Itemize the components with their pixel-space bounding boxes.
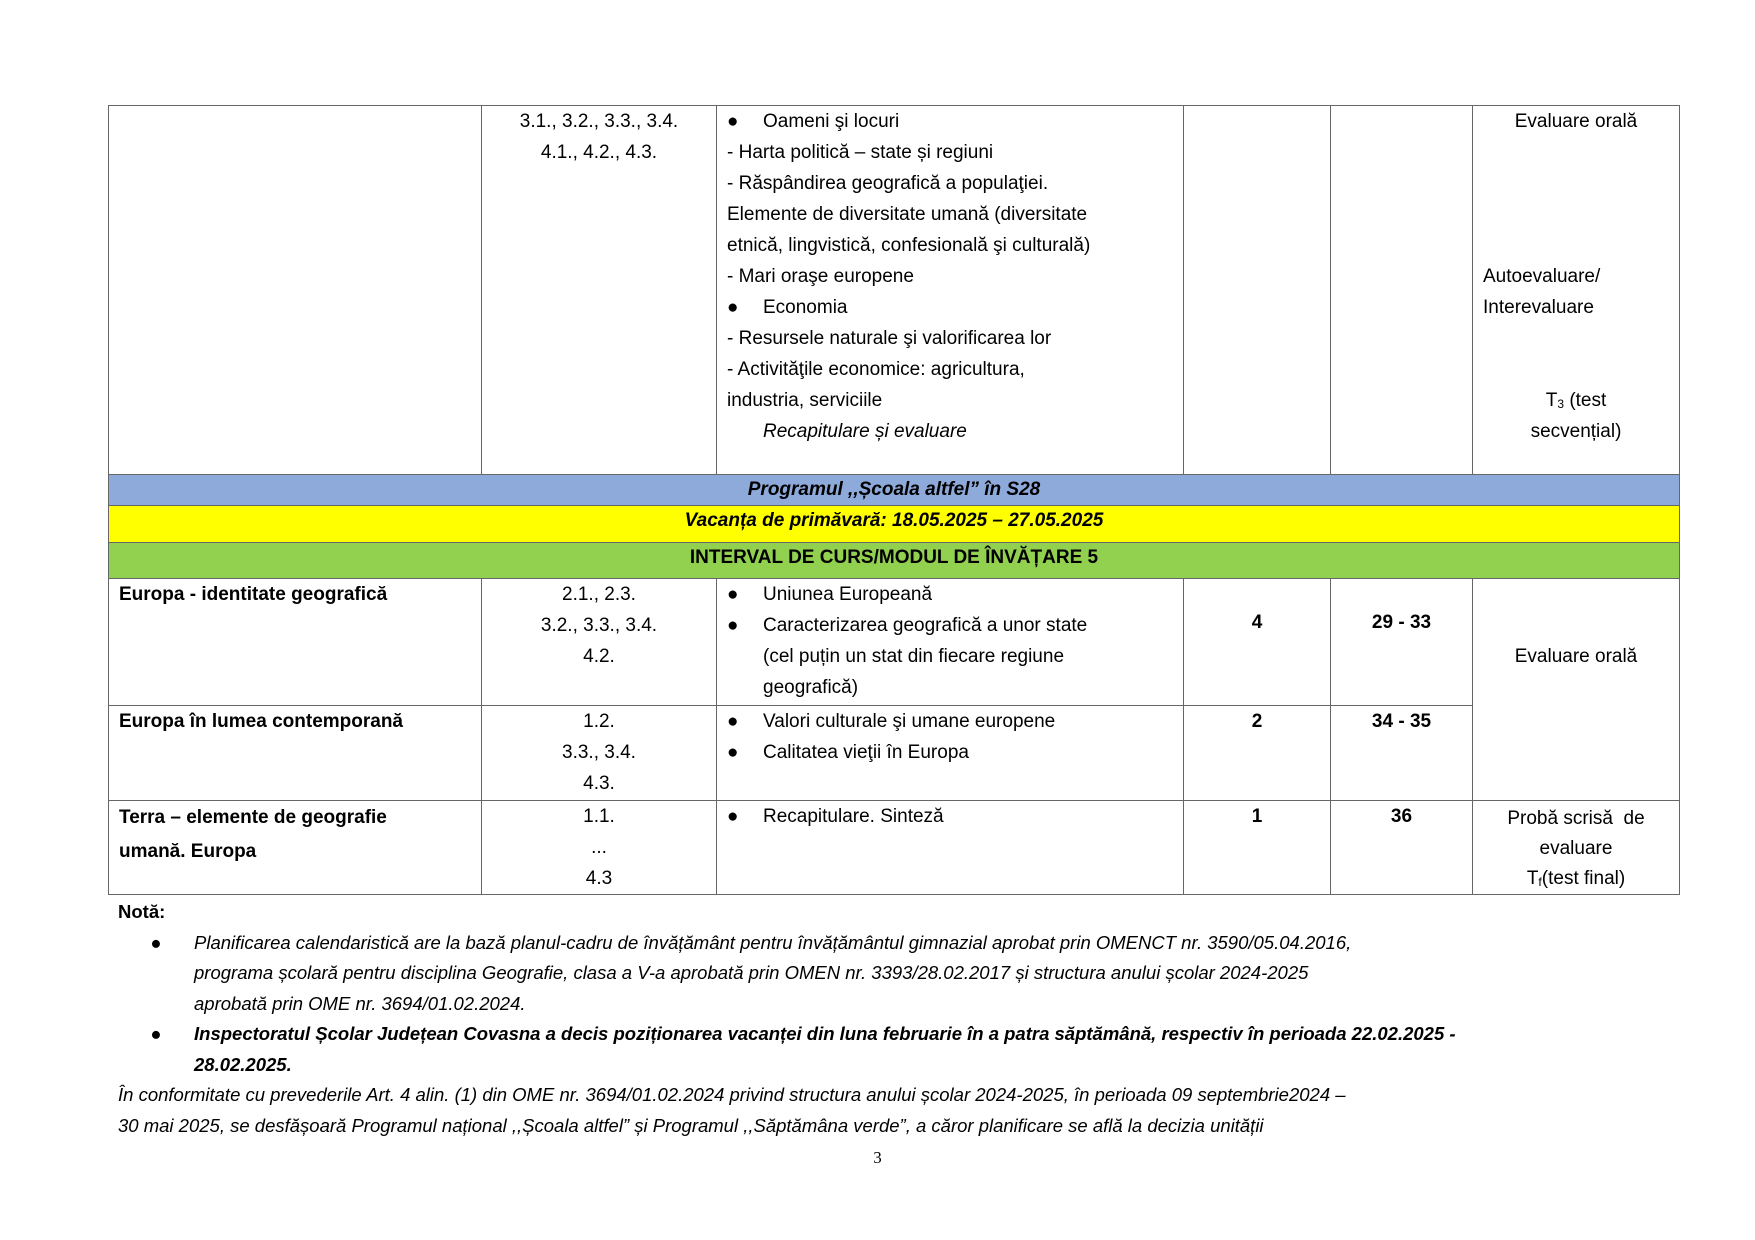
band-text: INTERVAL DE CURS/MODUL DE ÎNVĂȚARE 5 — [108, 542, 1680, 579]
unit-cell — [108, 105, 482, 475]
eval-test: T3 (test — [1483, 385, 1669, 416]
note-item: ● Planificarea calendaristică are la baz… — [118, 928, 1658, 1020]
test-label: (test final) — [1541, 868, 1626, 889]
planning-table: 3.1., 3.2., 3.3., 3.4. 4.1., 4.2., 4.3. … — [108, 105, 1680, 895]
note-paragraph-line: 30 mai 2025, se desfășoară Programul naț… — [118, 1114, 1264, 1136]
unit-line: umană. Europa — [119, 841, 257, 862]
weeks-cell: 34 - 35 — [1330, 705, 1473, 801]
evaluation-cell: Probă scrisă de evaluare Tf(test final) — [1472, 800, 1680, 895]
test-subscript: f — [1538, 875, 1542, 889]
competences-cell: 1.2. 3.3., 3.4. 4.3. — [481, 705, 717, 801]
test-subscript: 3 — [1557, 397, 1565, 411]
item-text: Uniunea Europeană — [763, 584, 933, 605]
competence-line: ... — [591, 837, 607, 858]
unit-cell: Europa în lumea contemporană — [108, 705, 482, 801]
table-row: Europa - identitate geografică 2.1., 2.3… — [108, 578, 1680, 801]
content-line: - Mari oraşe europene — [727, 266, 914, 287]
content-line: Elemente de diversitate umană (diversita… — [727, 204, 1088, 225]
list-item: ● Oameni şi locuri — [727, 107, 1173, 138]
content-line: industria, serviciile — [727, 390, 883, 411]
hours-cell: 4 — [1183, 578, 1331, 706]
note-line: aprobată prin OME nr. 3694/01.02.2024. — [194, 992, 526, 1014]
list-item: ● Uniunea Europeană — [727, 580, 1173, 611]
item-text: Caracterizarea geografică a unor state — [763, 615, 1088, 636]
item-text: geografică) — [763, 677, 859, 698]
eval-line: Tf(test final) — [1483, 864, 1669, 894]
item-text: Valori culturale şi umane europene — [763, 711, 1056, 732]
competence-line: 4.1., 4.2., 4.3. — [540, 142, 658, 163]
list-item: ● Calitatea vieţii în Europa — [727, 737, 1173, 768]
hours-cell — [1183, 105, 1331, 475]
competence-line: 1.2. — [583, 711, 615, 732]
test-symbol: T — [1545, 390, 1558, 411]
band-text: Vacanța de primăvară: 18.05.2025 – 27.05… — [108, 505, 1680, 543]
item-text: Economia — [763, 297, 848, 318]
eval-line: Probă scrisă de — [1507, 808, 1645, 829]
content-line: - Resursele naturale şi valorificarea lo… — [727, 328, 1052, 349]
note-line: Planificarea calendaristică are la bază … — [194, 931, 1352, 953]
weeks-cell: 29 - 33 — [1330, 578, 1473, 706]
competence-line: 3.2., 3.3., 3.4. — [540, 615, 658, 636]
table-row: Europa în lumea contemporană 1.2. 3.3., … — [108, 705, 1680, 801]
test-label: (test — [1569, 390, 1607, 411]
module-5-band: INTERVAL DE CURS/MODUL DE ÎNVĂȚARE 5 — [108, 542, 1680, 579]
item-text: (cel puțin un stat din fiecare regiune — [763, 646, 1065, 667]
content-line: - Harta politică – state și regiuni — [727, 142, 994, 163]
eval-line: evaluare — [1539, 838, 1613, 859]
unit-cell: Europa - identitate geografică — [108, 578, 482, 706]
eval-self: Autoevaluare/ — [1483, 266, 1601, 287]
unit-cell: Terra – elemente de geografie umană. Eur… — [108, 800, 482, 895]
content-line: Recapitulare și evaluare — [763, 421, 967, 442]
table-row: Terra – elemente de geografie umană. Eur… — [108, 800, 1680, 895]
content-line: - Răspândirea geografică a populaţiei. — [727, 173, 1049, 194]
competences-cell: 2.1., 2.3. 3.2., 3.3., 3.4. 4.2. — [481, 578, 717, 706]
content-line: - Activităţile economice: agricultura, — [727, 359, 1025, 380]
competence-line: 4.2. — [583, 646, 615, 667]
hours-cell: 1 — [1183, 800, 1331, 895]
competence-line: 2.1., 2.3. — [562, 584, 636, 605]
evaluation-cell: Evaluare orală Autoevaluare/ Interevalua… — [1472, 105, 1680, 475]
list-item: ● Caracterizarea geografică a unor state — [727, 610, 1173, 641]
note-line: 28.02.2025. — [194, 1053, 292, 1075]
weeks-cell: 36 — [1330, 800, 1473, 895]
list-item: ● Valori culturale şi umane europene — [727, 707, 1173, 738]
content-cell: ● Recapitulare. Sinteză — [716, 800, 1184, 895]
note-item: ● Inspectoratul Școlar Județean Covasna … — [118, 1019, 1658, 1080]
band-text: Programul ,,Școala altfel” în S28 — [108, 474, 1680, 506]
list-item: ● Economia — [727, 292, 1173, 323]
item-text: Oameni şi locuri — [763, 111, 900, 132]
competences-cell: 1.1. ... 4.3 — [481, 800, 717, 895]
content-line: etnică, lingvistică, confesională şi cul… — [727, 235, 1091, 256]
item-text: Recapitulare. Sinteză — [763, 806, 944, 827]
weeks-cell — [1330, 105, 1473, 475]
unit-line: Terra – elemente de geografie — [119, 807, 387, 828]
note-paragraph-line: În conformitate cu prevederile Art. 4 al… — [118, 1084, 1346, 1105]
competences-cell: 3.1., 3.2., 3.3., 3.4. 4.1., 4.2., 4.3. — [481, 105, 717, 475]
test-label-2: secvențial) — [1530, 421, 1622, 442]
competence-line: 4.3. — [583, 773, 615, 794]
test-symbol: T — [1526, 868, 1539, 889]
note-section: Notă: ● Planificarea calendaristică are … — [118, 897, 1658, 1141]
note-line: programa școlară pentru disciplina Geogr… — [194, 962, 1309, 983]
eval-oral: Evaluare orală — [1514, 111, 1638, 132]
competence-line: 4.3 — [585, 868, 613, 889]
spring-vacation-band: Vacanța de primăvară: 18.05.2025 – 27.05… — [108, 505, 1680, 543]
item-text: Calitatea vieţii în Europa — [763, 742, 969, 763]
competence-line: 3.3., 3.4. — [562, 742, 636, 763]
note-line: Inspectoratul Școlar Județean Covasna a … — [194, 1023, 1456, 1044]
competence-line: 3.1., 3.2., 3.3., 3.4. — [519, 111, 679, 132]
table-row: 3.1., 3.2., 3.3., 3.4. 4.1., 4.2., 4.3. … — [108, 105, 1680, 475]
eval-inter: Interevaluare — [1483, 297, 1594, 318]
evaluation-cell: Evaluare orală — [1472, 578, 1680, 801]
competence-line: 1.1. — [583, 806, 615, 827]
school-altfel-band: Programul ,,Școala altfel” în S28 — [108, 474, 1680, 506]
list-item: ● Recapitulare. Sinteză — [727, 802, 1173, 833]
hours-cell: 2 — [1183, 705, 1331, 801]
note-title: Notă: — [118, 901, 166, 922]
content-cell: ● Valori culturale şi umane europene ● Cal… — [716, 705, 1184, 801]
content-cell: ● Oameni şi locuri - Harta politică – stat… — [716, 105, 1184, 475]
page-number: 3 — [873, 1148, 882, 1167]
content-cell: ● Uniunea Europeană ● Caracterizarea geogr… — [716, 578, 1184, 706]
